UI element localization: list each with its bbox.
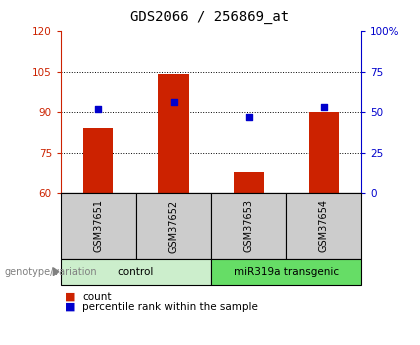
- Text: miR319a transgenic: miR319a transgenic: [234, 267, 339, 277]
- Text: ■: ■: [65, 302, 76, 312]
- Text: percentile rank within the sample: percentile rank within the sample: [82, 302, 258, 312]
- Point: [95, 106, 102, 112]
- Text: GSM37654: GSM37654: [319, 199, 329, 253]
- Point: [320, 105, 327, 110]
- Text: genotype/variation: genotype/variation: [4, 267, 97, 277]
- Text: GSM37652: GSM37652: [168, 199, 178, 253]
- Bar: [309, 112, 339, 193]
- Point: [245, 114, 252, 120]
- Bar: [158, 74, 189, 193]
- Bar: [84, 128, 113, 193]
- Text: control: control: [118, 267, 154, 277]
- Bar: [234, 171, 264, 193]
- Point: [170, 100, 177, 105]
- Text: GSM37651: GSM37651: [93, 199, 103, 253]
- Text: GSM37653: GSM37653: [244, 199, 254, 253]
- Text: GDS2066 / 256869_at: GDS2066 / 256869_at: [131, 10, 289, 24]
- Text: count: count: [82, 292, 111, 302]
- Text: ■: ■: [65, 292, 76, 302]
